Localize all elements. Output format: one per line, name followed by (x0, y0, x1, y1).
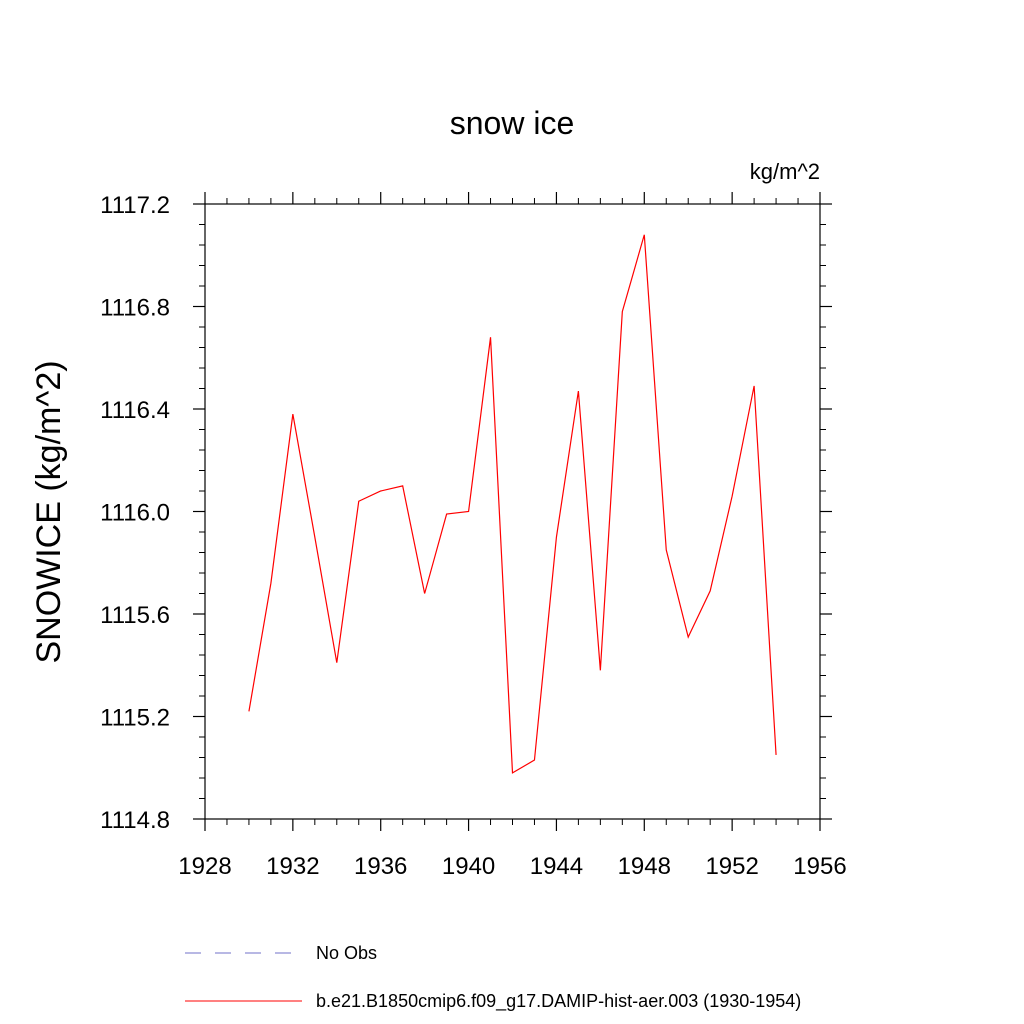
y-tick-label: 1116.0 (100, 500, 170, 527)
x-tick-label: 1928 (178, 853, 231, 880)
x-tick-label: 1944 (530, 853, 583, 880)
y-tick-label: 1115.2 (100, 705, 170, 732)
x-tick-label: 1936 (354, 853, 407, 880)
x-tick-label: 1948 (618, 853, 671, 880)
chart-title: snow ice (450, 105, 575, 141)
x-tick-label: 1956 (793, 853, 846, 880)
y-tick-label: 1115.6 (100, 602, 170, 629)
plot-frame (204, 203, 821, 820)
x-tick-label: 1932 (266, 853, 319, 880)
y-tick-label: 1117.2 (100, 192, 170, 219)
y-tick-label: 1114.8 (100, 807, 170, 834)
series-group (248, 234, 777, 774)
y-tick-label: 1116.4 (100, 397, 170, 424)
legend: No Obs b.e21.B1850cmip6.f09_g17.DAMIP-his… (185, 943, 801, 1012)
legend-label: No Obs (316, 943, 377, 963)
y-tick-labels: 1114.8 1115.2 1115.6 1116.0 1116.4 1116.8 1117… (100, 192, 170, 834)
axis-ticks (193, 192, 832, 831)
x-tick-labels: 1928 1932 1936 1940 1944 1948 1952 1956 (178, 853, 846, 880)
units-label: kg/m^2 (750, 159, 820, 184)
x-tick-label: 1952 (705, 853, 758, 880)
y-axis-label: SNOWICE (kg/m^2) (30, 360, 68, 663)
series-line (248, 234, 777, 774)
x-tick-label: 1940 (442, 853, 495, 880)
y-tick-label: 1116.8 (100, 295, 170, 322)
legend-label: b.e21.B1850cmip6.f09_g17.DAMIP-hist-aer.… (316, 991, 801, 1012)
